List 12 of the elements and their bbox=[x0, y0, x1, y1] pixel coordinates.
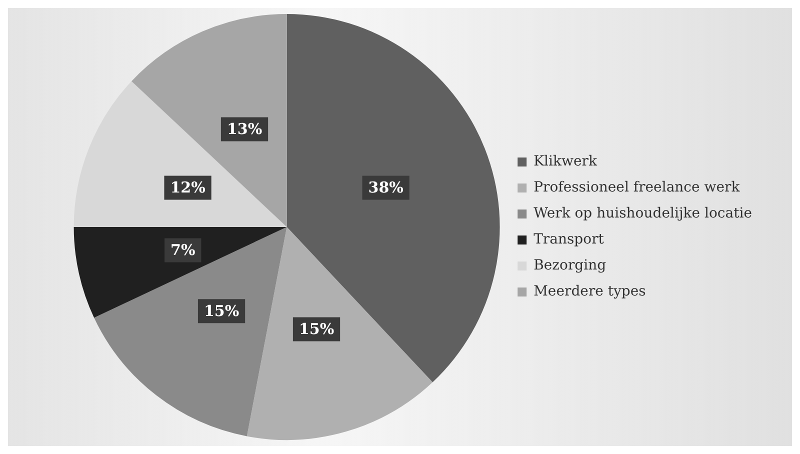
legend-label: Bezorging bbox=[534, 258, 606, 274]
legend-label: Klikwerk bbox=[534, 154, 598, 170]
data-label: 15% bbox=[298, 320, 334, 338]
legend-label: Professioneel freelance werk bbox=[534, 180, 740, 196]
legend-label: Meerdere types bbox=[534, 284, 646, 300]
data-label: 13% bbox=[226, 120, 262, 138]
data-label: 38% bbox=[368, 178, 404, 197]
data-label: 7% bbox=[170, 241, 196, 260]
legend-label: Werk op huishoudelijke locatie bbox=[534, 206, 752, 222]
data-label: 12% bbox=[170, 178, 206, 197]
legend-label: Transport bbox=[534, 232, 604, 248]
data-label: 15% bbox=[204, 302, 240, 320]
